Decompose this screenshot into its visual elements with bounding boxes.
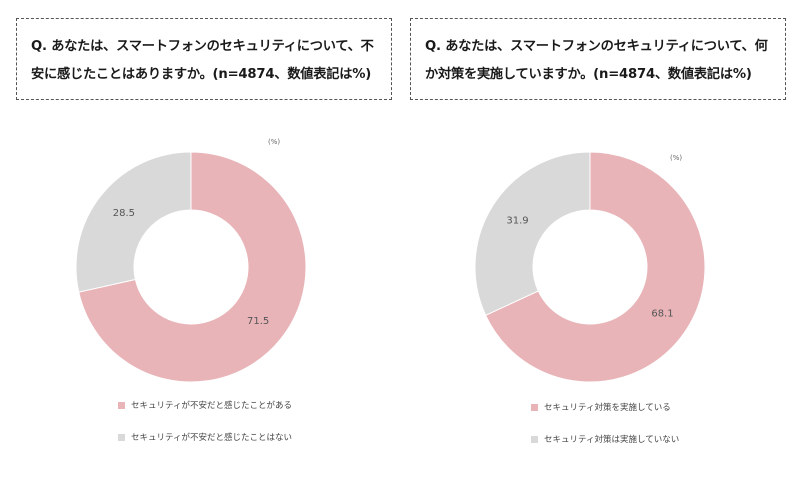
data-label-1: 28.5 [113, 208, 135, 219]
question-line-2: か対策を実施していますか。(n=4874、数値表記は%) [425, 67, 752, 82]
legend-label: セキュリティが不安だと感じたことはない [131, 433, 292, 443]
unit-label: (%) [670, 154, 683, 162]
question-box-anxiety: Q. あなたは、スマートフォンのセキュリティについて、不 安に感じたことはありま… [16, 18, 392, 100]
legend-item-no: セキュリティ対策は実施していない [531, 432, 800, 446]
data-label-0: 68.1 [651, 308, 673, 319]
legend-swatch-secondary [531, 435, 538, 443]
data-label-0: 71.5 [247, 316, 269, 327]
donut-chart-anxiety: 71.5 28.5 [75, 151, 307, 383]
chart-panel-measures: (%) 68.1 31.9 セキュリティ対策を実施している セキュリティ対策は実施… [400, 120, 790, 470]
donut-slice-0 [484, 151, 706, 383]
donut-slice-0 [78, 151, 307, 383]
chart-panel-anxiety: (%) 71.5 28.5 セキュリティが不安だと感じたことがある セキュリティが… [0, 120, 390, 470]
legend-swatch-secondary [118, 433, 125, 441]
legend-swatch-primary [531, 403, 538, 411]
question-line-1: Q. あなたは、スマートフォンのセキュリティについて、不 [31, 39, 374, 54]
donut-slice-1 [75, 151, 192, 293]
unit-label: (%) [268, 138, 281, 146]
legend-item-yes: セキュリティが不安だと感じたことがある [118, 398, 388, 412]
legend: セキュリティが不安だと感じたことがある セキュリティが不安だと感じたことはない [118, 398, 388, 444]
legend-item-yes: セキュリティ対策を実施している [531, 400, 800, 414]
legend: セキュリティ対策を実施している セキュリティ対策は実施していない [531, 400, 800, 446]
donut-chart-measures: 68.1 31.9 [474, 151, 706, 383]
question-line-1: Q. あなたは、スマートフォンのセキュリティについて、何 [425, 39, 768, 54]
legend-swatch-primary [118, 401, 125, 409]
legend-label: セキュリティが不安だと感じたことがある [131, 401, 292, 411]
data-label-1: 31.9 [506, 216, 528, 227]
legend-item-no: セキュリティが不安だと感じたことはない [118, 430, 388, 444]
legend-label: セキュリティ対策は実施していない [544, 435, 680, 445]
question-box-measures: Q. あなたは、スマートフォンのセキュリティについて、何 か対策を実施しています… [410, 18, 786, 100]
legend-label: セキュリティ対策を実施している [544, 403, 671, 413]
donut-slice-1 [474, 151, 591, 316]
question-line-2: 安に感じたことはありますか。(n=4874、数値表記は%) [31, 67, 372, 82]
